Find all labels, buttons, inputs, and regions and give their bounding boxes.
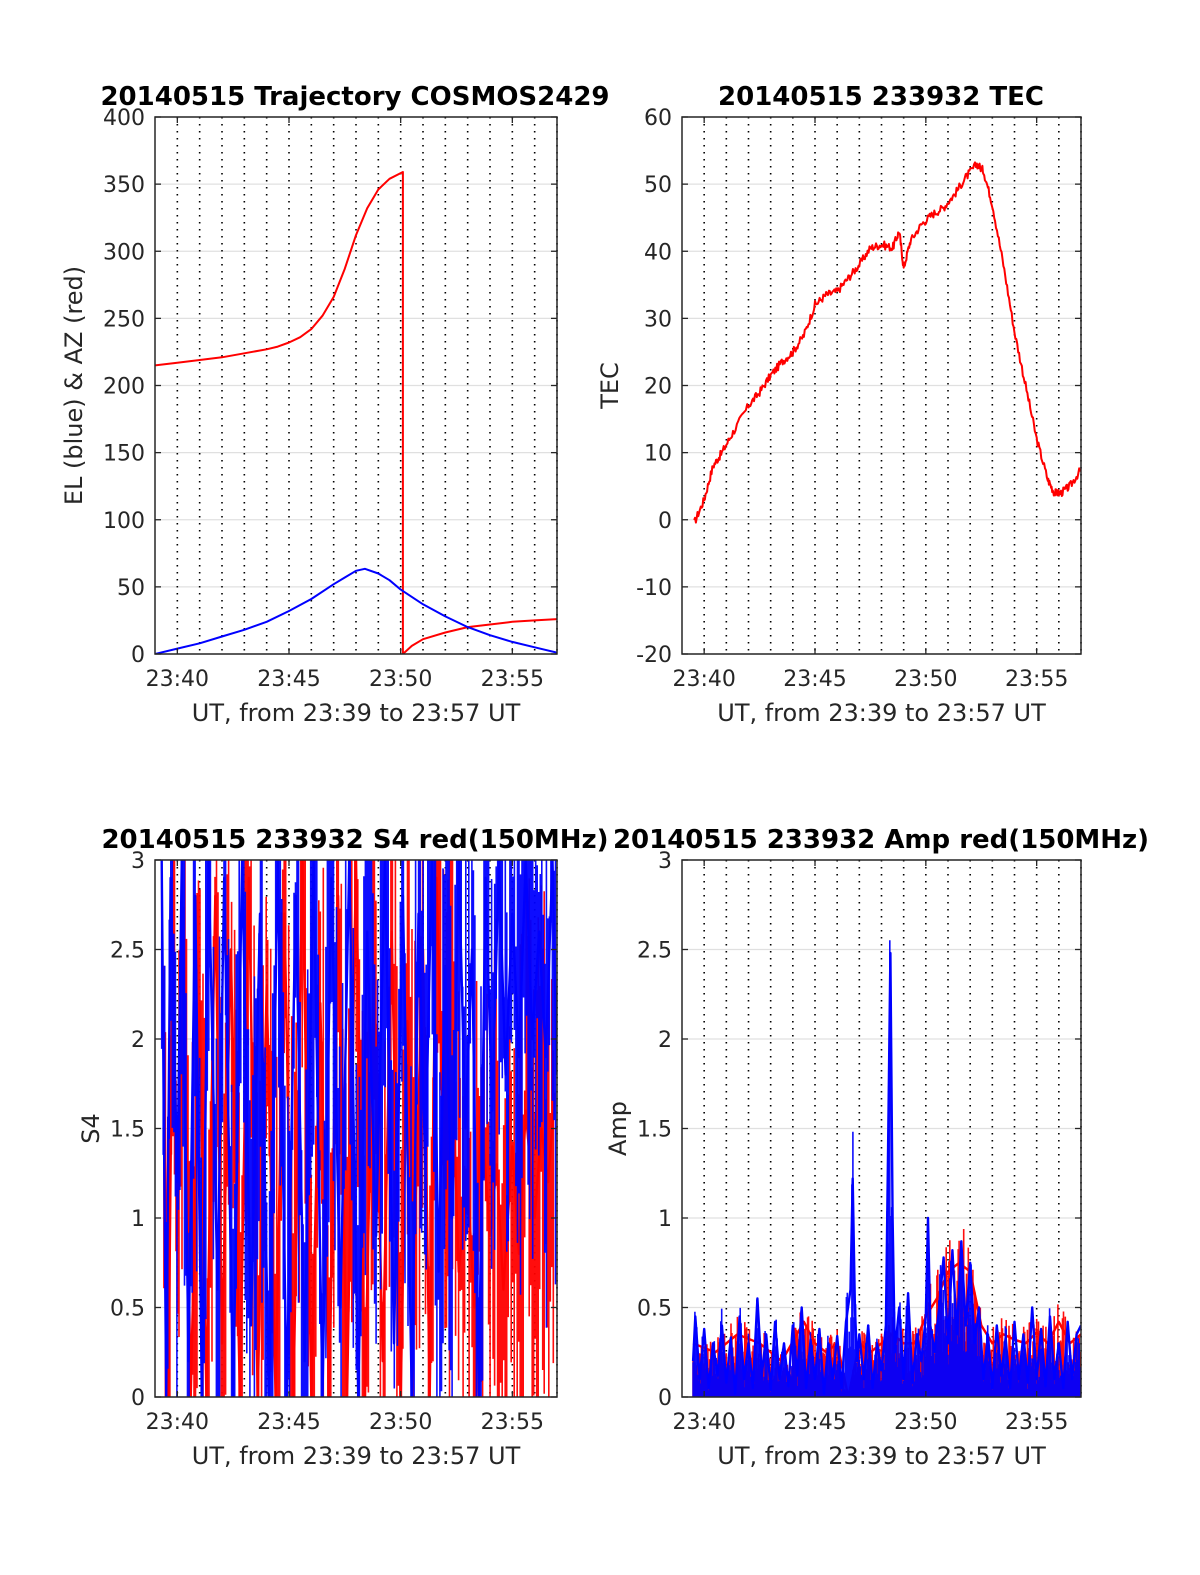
series-line-red (693, 161, 1081, 524)
x-axis-label: UT, from 23:39 to 23:57 UT (717, 699, 1046, 727)
x-tick-label: 23:55 (1005, 667, 1068, 692)
x-tick-label: 23:40 (672, 667, 735, 692)
chart-title: 20140515 233932 S4 red(150MHz) (101, 825, 608, 855)
series-line-red (692, 1261, 1081, 1397)
y-tick-label: 0 (658, 1386, 672, 1411)
y-tick-label: 250 (103, 307, 145, 332)
y-tick-label: 30 (644, 307, 672, 332)
y-tick-label: 150 (103, 442, 145, 467)
y-tick-label: -10 (636, 576, 672, 601)
y-tick-label: 50 (117, 576, 145, 601)
tec-panel: 23:40 23:45 23:50 23:55 -20 -10 0 10 20 30 40 50 60 2… (596, 82, 1082, 727)
series-texture-blue (160, 860, 557, 1397)
y-tick-label: 0.5 (637, 1297, 672, 1322)
x-tick-label: 23:45 (257, 1410, 320, 1435)
chart-title: 20140515 Trajectory COSMOS2429 (100, 82, 609, 112)
x-tick-label: 23:50 (894, 667, 957, 692)
y-tick-label: 10 (644, 442, 672, 467)
y-tick-label: 20 (644, 375, 672, 400)
x-tick-label: 23:40 (146, 667, 209, 692)
x-tick-label: 23:40 (146, 1410, 209, 1435)
y-tick-label: 50 (644, 173, 672, 198)
y-axis-label: Amp (604, 1101, 632, 1156)
y-axis-label: S4 (77, 1113, 105, 1144)
s4-panel: 23:40 23:45 23:50 23:55 0 0.5 1 1.5 2 2.5 32014051… (77, 825, 609, 1470)
x-axis-label: UT, from 23:39 to 23:57 UT (192, 1442, 521, 1470)
series-group (693, 161, 1081, 524)
chart-title: 20140515 233932 Amp red(150MHz) (613, 825, 1149, 855)
y-tick-label: 100 (103, 509, 145, 534)
y-tick-label: 60 (644, 106, 672, 131)
y-tick-label: 0.5 (110, 1297, 145, 1322)
y-tick-label: 300 (103, 240, 145, 265)
y-axis-label: EL (blue) & AZ (red) (60, 266, 88, 505)
y-tick-label: 2.5 (637, 939, 672, 964)
y-tick-label: 2 (658, 1028, 672, 1053)
trajectory-panel: 23:40 23:45 23:50 23:55 0 50 100 150 200 250 300 35… (60, 82, 610, 727)
x-tick-label: 23:50 (894, 1410, 957, 1435)
y-tick-label: 0 (131, 1386, 145, 1411)
series-group (691, 940, 1081, 1397)
y-tick-label: 0 (658, 509, 672, 534)
x-tick-label: 23:50 (369, 1410, 432, 1435)
series-line-blue (155, 567, 557, 654)
y-tick-label: 2 (131, 1028, 145, 1053)
x-tick-label: 23:55 (481, 1410, 544, 1435)
series-line-red (155, 171, 557, 654)
y-tick-label: 3 (658, 849, 672, 874)
x-tick-label: 23:45 (257, 667, 320, 692)
y-tick-label: 1.5 (110, 1118, 145, 1143)
y-axis-label: TEC (596, 362, 624, 410)
x-tick-label: 23:55 (481, 667, 544, 692)
y-tick-label: 0 (131, 643, 145, 668)
y-tick-label: 1 (658, 1207, 672, 1232)
x-axis-label: UT, from 23:39 to 23:57 UT (717, 1442, 1046, 1470)
y-tick-label: 400 (103, 106, 145, 131)
series-group (155, 171, 557, 654)
y-tick-label: 40 (644, 240, 672, 265)
chart-title: 20140515 233932 TEC (718, 82, 1044, 112)
y-tick-label: 2.5 (110, 939, 145, 964)
y-tick-label: -20 (636, 643, 672, 668)
x-tick-label: 23:55 (1005, 1410, 1068, 1435)
series-group (160, 860, 557, 1397)
amp-panel: 23:40 23:45 23:50 23:55 0 0.5 1 1.5 2 2.5 32014051… (604, 825, 1149, 1470)
x-tick-label: 23:50 (369, 667, 432, 692)
y-tick-label: 350 (103, 173, 145, 198)
series-texture-blue (692, 940, 1081, 1397)
x-tick-label: 23:45 (783, 667, 846, 692)
x-tick-label: 23:40 (672, 1410, 735, 1435)
x-axis-label: UT, from 23:39 to 23:57 UT (192, 699, 521, 727)
y-tick-label: 3 (131, 849, 145, 874)
y-tick-label: 1.5 (637, 1118, 672, 1143)
x-tick-label: 23:45 (783, 1410, 846, 1435)
y-tick-label: 200 (103, 375, 145, 400)
y-tick-label: 1 (131, 1207, 145, 1232)
